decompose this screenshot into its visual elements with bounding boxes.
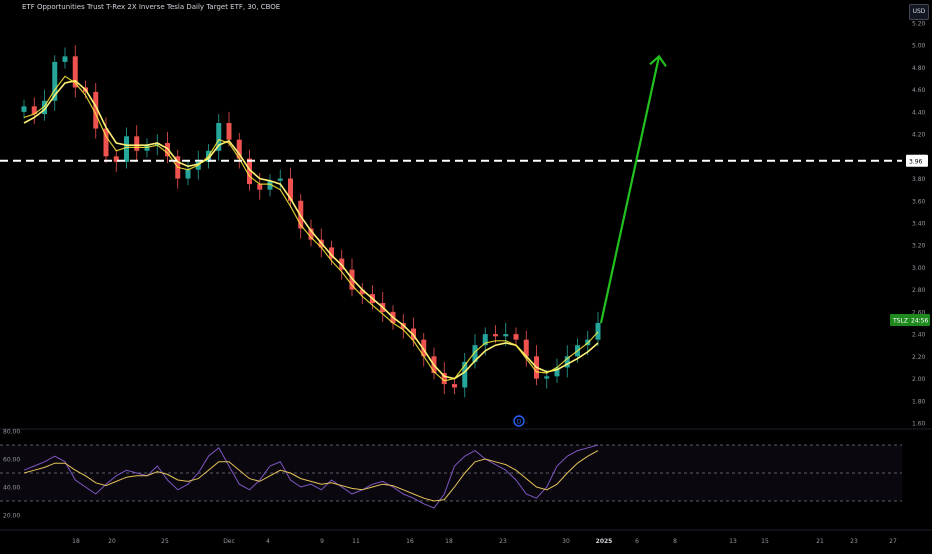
rsi-tick-label: 80.00 (3, 429, 20, 436)
candle-body (329, 247, 334, 259)
dividend-badge (513, 415, 525, 427)
x-tick-label: 18 (72, 538, 80, 545)
rsi-line (23, 444, 599, 509)
candle-body (441, 373, 447, 385)
x-tick-label: 11 (352, 538, 360, 545)
candle-body (595, 323, 601, 340)
price-tick-label: 3.00 (912, 265, 926, 272)
x-tick-label: 20 (108, 538, 116, 545)
ma-fast-line (23, 75, 599, 382)
price-tick-label: 4.60 (912, 87, 926, 94)
price-tick-label: 3.60 (912, 198, 926, 205)
price-tick-label: 2.20 (912, 354, 926, 361)
price-tick-label: 4.40 (912, 109, 926, 116)
candle-body (113, 156, 119, 162)
candle-body (452, 384, 457, 388)
x-tick-label: 4 (266, 538, 270, 545)
candle-body (103, 128, 109, 157)
candle-body (503, 334, 509, 337)
price-tick-label: 2.60 (912, 309, 926, 316)
rsi-ma-line (23, 450, 599, 502)
price-tick-label: 2.40 (912, 332, 926, 339)
candle-body (493, 334, 498, 337)
price-tick-label: 3.40 (912, 221, 926, 228)
candle-body (72, 56, 78, 88)
candle-body (154, 143, 160, 146)
candle-body (216, 123, 222, 151)
x-tick-label: 16 (406, 538, 414, 545)
candle-body (52, 61, 58, 101)
candle-body (277, 178, 283, 181)
x-tick-label: 25 (161, 538, 169, 545)
candle-body (421, 339, 427, 357)
candle-body (247, 158, 252, 185)
candle-body (134, 136, 140, 151)
candle-body (308, 228, 314, 240)
x-tick-label: 23 (850, 538, 858, 545)
target-arrow-shaft (599, 56, 661, 324)
x-tick-label: Dec (223, 538, 235, 545)
price-tick-label: 3.80 (912, 176, 926, 183)
last-price-value: 24:56 (911, 318, 928, 325)
price-tick-label: 5.20 (912, 21, 926, 28)
price-tick-label: 1.80 (912, 398, 926, 405)
price-tick-label: 3.20 (912, 243, 926, 250)
candle-body (523, 339, 529, 357)
candle-body (359, 289, 365, 295)
level-tag (906, 154, 928, 167)
dividend-badge-label: D (517, 419, 522, 426)
candle-body (93, 91, 99, 129)
chart-title: ETF Opportunities Trust T-Rex 2X Inverse… (22, 3, 281, 11)
currency-button[interactable]: USD (909, 4, 929, 20)
candle-body (31, 106, 37, 115)
price-tick-label: 4.20 (912, 132, 926, 139)
price-tick-label: 1.60 (912, 421, 926, 428)
price-tick-label: 2.00 (912, 376, 926, 383)
candle-body (267, 180, 273, 190)
x-tick-label: 30 (562, 538, 570, 545)
candle-body (544, 376, 550, 379)
candle-body (185, 169, 191, 179)
x-tick-label: 21 (816, 538, 824, 545)
candle-body (554, 367, 560, 377)
x-tick-label: 2025 (596, 538, 613, 545)
ma-slow-line (23, 79, 599, 380)
price-tick-label: 4.80 (912, 65, 926, 72)
candle-body (124, 136, 129, 162)
rsi-tick-label: 60.00 (3, 457, 20, 464)
candle-body (62, 56, 68, 62)
x-tick-label: 18 (445, 538, 453, 545)
x-tick-label: 15 (761, 538, 769, 545)
price-tick-label: 2.80 (912, 287, 926, 294)
candle-body (462, 361, 468, 388)
x-tick-label: 8 (673, 538, 677, 545)
level-tag-label: 3.96 (909, 158, 923, 165)
candle-body (288, 178, 293, 201)
candle-body (226, 123, 232, 140)
candle-body (21, 106, 27, 112)
last-price-symbol: TSLZ (892, 318, 908, 325)
candle-body (472, 345, 478, 362)
last-price-tag (890, 314, 930, 326)
x-tick-label: 23 (499, 538, 507, 545)
target-arrow-head (649, 54, 667, 67)
candle-body (236, 139, 242, 159)
candle-body (257, 184, 263, 190)
rsi-tick-label: 40.00 (3, 485, 20, 492)
candle-body (42, 100, 47, 115)
x-tick-label: 13 (729, 538, 737, 545)
candle-body (513, 334, 519, 340)
price-tick-label: 5.00 (912, 43, 926, 50)
x-tick-label: 6 (635, 538, 639, 545)
candle-body (564, 356, 570, 368)
candle-body (482, 334, 488, 346)
rsi-tick-label: 20.00 (3, 513, 20, 520)
x-tick-label: 27 (889, 538, 897, 545)
x-tick-label: 9 (320, 538, 324, 545)
